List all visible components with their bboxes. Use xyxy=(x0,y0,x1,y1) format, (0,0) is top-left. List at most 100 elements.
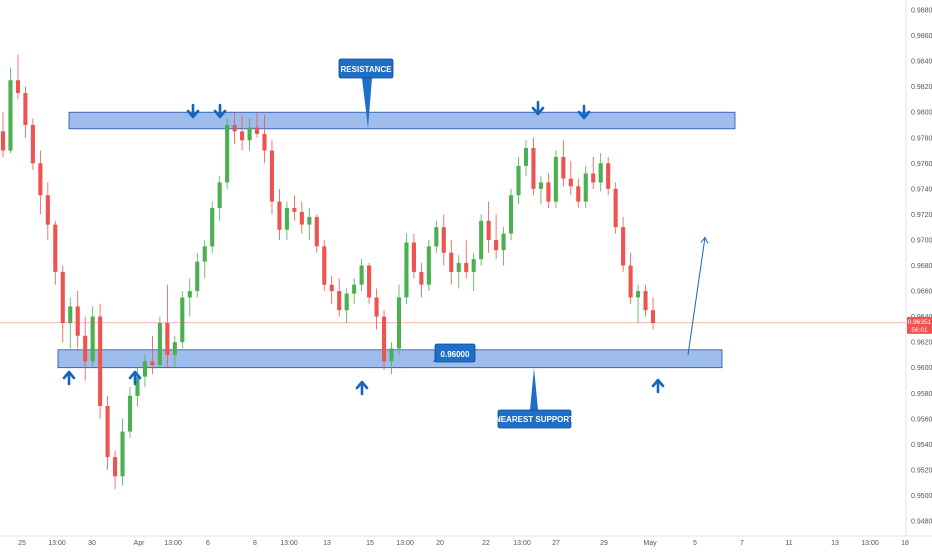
resistance-touch-arrow xyxy=(213,103,227,119)
candle-body xyxy=(411,242,416,272)
arrow-head xyxy=(577,110,591,120)
time-tick-label: 25 xyxy=(18,540,26,547)
time-tick-label: 13:00 xyxy=(861,540,879,547)
candle xyxy=(23,86,28,138)
candle-body xyxy=(583,173,588,202)
time-tick-label: 8 xyxy=(253,540,257,547)
candle xyxy=(337,278,342,317)
candle-body xyxy=(195,261,200,292)
candle xyxy=(307,208,312,240)
candle xyxy=(38,150,43,215)
candle-body xyxy=(299,211,304,225)
price-tick-label: 0.96000 xyxy=(911,365,932,372)
candle xyxy=(344,288,349,323)
candle xyxy=(508,188,514,240)
candle-body xyxy=(613,188,618,228)
candle xyxy=(240,114,245,151)
projection-line xyxy=(687,237,706,355)
nearest-support-callout: NEAREST SUPPORT xyxy=(495,368,574,429)
resistance-zone[interactable] xyxy=(68,111,736,130)
candle-body xyxy=(628,265,633,298)
candle xyxy=(464,239,469,279)
candle-body xyxy=(598,163,603,183)
candle-body xyxy=(471,259,476,272)
candle-body xyxy=(8,80,13,151)
candle-body xyxy=(486,220,491,240)
candle-body xyxy=(15,80,20,94)
current-price-label: 0.96351 xyxy=(908,319,932,326)
candle-body xyxy=(568,178,573,187)
x-axis[interactable]: 25 13:00 30 Apr 13:00 6 8 13:00 13 15 13:00 20 22 13:… xyxy=(0,535,932,547)
candle-body xyxy=(516,165,521,196)
time-tick-label: 5 xyxy=(693,540,697,547)
arrow-head xyxy=(531,106,545,116)
arrow-head xyxy=(62,370,76,380)
candle xyxy=(195,252,200,298)
candle-body xyxy=(404,242,409,298)
callout-pointer xyxy=(530,368,538,410)
candle-body xyxy=(591,173,596,183)
candle xyxy=(269,140,275,215)
candle-body xyxy=(531,147,536,189)
support-touch-arrow xyxy=(62,370,76,386)
resistance-touch-arrow xyxy=(577,104,591,120)
candle xyxy=(0,112,6,157)
candle xyxy=(531,137,536,196)
candle-body xyxy=(60,271,65,323)
time-tick-label: 13:00 xyxy=(280,540,298,547)
candle-body xyxy=(180,297,185,343)
candle xyxy=(538,176,543,205)
time-tick-label: 13:00 xyxy=(164,540,182,547)
candle-body xyxy=(165,322,170,355)
time-tick-label: 13 xyxy=(831,540,839,547)
projection-arrow xyxy=(687,236,709,355)
candle xyxy=(202,239,207,279)
candle-body xyxy=(38,163,43,196)
candle xyxy=(501,227,506,266)
time-tick-label: 20 xyxy=(436,540,444,547)
time-tick-label: Apr xyxy=(134,540,146,547)
support-level-callout: 0.96000 xyxy=(433,343,476,363)
arrow-head xyxy=(213,109,227,119)
candle-body xyxy=(456,262,461,272)
callout-box xyxy=(497,409,572,429)
callout-box xyxy=(434,343,476,363)
time-tick-label: 11 xyxy=(785,540,792,547)
candle-body xyxy=(53,224,58,272)
time-tick-label: 13 xyxy=(323,540,331,547)
candle xyxy=(277,188,282,240)
candle xyxy=(456,255,461,289)
candle-body xyxy=(307,216,312,225)
candle-body xyxy=(105,406,110,458)
candle xyxy=(75,291,80,349)
candle xyxy=(643,284,648,317)
candle xyxy=(636,284,641,323)
candle-body xyxy=(292,208,297,212)
candle xyxy=(441,214,446,266)
candle xyxy=(389,342,394,375)
candle-body xyxy=(389,348,394,362)
time-tick-label: 13:00 xyxy=(396,540,414,547)
countdown-label: 56:01 xyxy=(911,327,928,334)
candle-body xyxy=(322,246,327,285)
candle xyxy=(621,216,626,272)
candle xyxy=(606,156,611,196)
current-price-tag xyxy=(907,316,932,334)
candle xyxy=(30,118,35,170)
candle xyxy=(576,178,581,209)
candle-body xyxy=(90,316,95,362)
candle-body xyxy=(210,208,215,247)
candles xyxy=(0,54,656,490)
candle xyxy=(292,195,297,221)
